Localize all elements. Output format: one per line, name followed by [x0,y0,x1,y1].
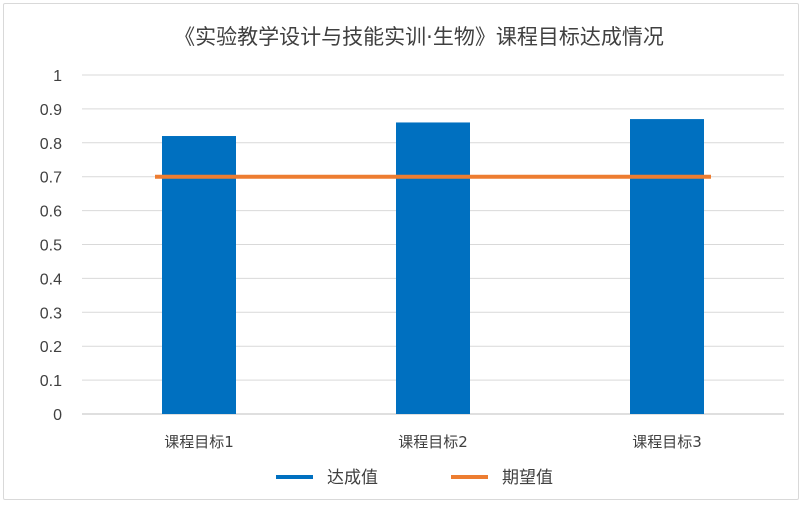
y-tick-label: 0.2 [40,339,62,356]
x-tick-label: 课程目标2 [398,433,468,451]
bar [396,122,470,415]
y-tick-label: 0.1 [40,373,62,390]
y-tick-label: 0.8 [40,136,62,153]
chart-frame: 《实验教学设计与技能实训·生物》课程目标达成情况 0 0.1 0.2 0.3 0.4 0.… [3,3,799,500]
y-tick-label: 0.4 [40,271,62,288]
y-axis-labels: 0 0.1 0.2 0.3 0.4 0.5 0.6 0.7 0.8 0.9 1 [40,68,62,424]
y-tick-label: 0.7 [40,170,62,187]
y-tick-label: 0.9 [40,102,62,119]
y-tick-label: 0.3 [40,305,62,322]
x-tick-label: 课程目标1 [164,433,234,451]
bar [162,136,236,414]
legend-label: 期望值 [502,468,553,488]
y-tick-label: 0.5 [40,238,62,255]
y-tick-label: 1 [53,68,62,85]
bar [630,119,704,414]
y-tick-label: 0.6 [40,204,62,221]
y-tick-label: 0 [53,407,62,424]
bar-series [162,119,704,415]
x-axis-labels: 课程目标1 课程目标2 课程目标3 [164,433,702,451]
legend-label: 达成值 [327,468,378,488]
chart-canvas: 《实验教学设计与技能实训·生物》课程目标达成情况 0 0.1 0.2 0.3 0.4 0.… [40,25,784,488]
chart-title: 《实验教学设计与技能实训·生物》课程目标达成情况 [174,25,664,49]
legend: 达成值 期望值 [276,468,553,488]
x-tick-label: 课程目标3 [632,433,702,451]
